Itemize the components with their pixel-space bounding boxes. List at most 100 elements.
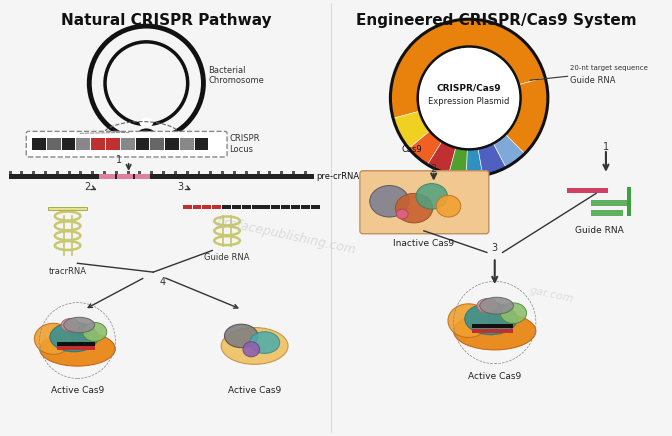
- Bar: [47, 138, 60, 150]
- Bar: [151, 138, 164, 150]
- Bar: [62, 138, 75, 150]
- Bar: [151, 171, 153, 174]
- Ellipse shape: [480, 297, 513, 314]
- Bar: [103, 171, 106, 174]
- Text: 4: 4: [160, 277, 166, 287]
- Bar: [180, 138, 194, 150]
- Wedge shape: [409, 131, 442, 165]
- Text: Active Cas9: Active Cas9: [468, 371, 521, 381]
- Text: Engineered CRISPR/Cas9 System: Engineered CRISPR/Cas9 System: [356, 14, 637, 28]
- Bar: [20, 171, 24, 174]
- Bar: [566, 188, 608, 194]
- Ellipse shape: [34, 324, 73, 354]
- Ellipse shape: [50, 323, 98, 352]
- Bar: [121, 138, 134, 150]
- Bar: [106, 138, 120, 150]
- Bar: [56, 171, 58, 174]
- Ellipse shape: [416, 184, 448, 209]
- Wedge shape: [449, 147, 467, 177]
- Bar: [626, 187, 630, 216]
- Bar: [221, 171, 224, 174]
- Bar: [91, 138, 105, 150]
- Bar: [261, 205, 270, 209]
- Ellipse shape: [477, 299, 497, 313]
- Bar: [280, 171, 283, 174]
- Ellipse shape: [138, 129, 155, 140]
- Bar: [185, 171, 189, 174]
- Bar: [198, 171, 200, 174]
- Ellipse shape: [249, 332, 280, 354]
- Ellipse shape: [454, 313, 536, 350]
- Circle shape: [419, 48, 519, 148]
- Bar: [268, 171, 271, 174]
- Text: pre-crRNA: pre-crRNA: [317, 172, 360, 181]
- Wedge shape: [505, 78, 548, 153]
- Text: tracrRNA: tracrRNA: [48, 267, 87, 276]
- Bar: [134, 174, 151, 179]
- Text: CRISPR/Cas9: CRISPR/Cas9: [437, 84, 501, 92]
- Bar: [174, 171, 177, 174]
- Text: Guide RNA: Guide RNA: [570, 76, 615, 85]
- Wedge shape: [390, 19, 545, 118]
- Bar: [242, 205, 251, 209]
- Ellipse shape: [224, 324, 258, 347]
- Ellipse shape: [61, 318, 80, 331]
- Bar: [245, 171, 248, 174]
- Ellipse shape: [395, 194, 433, 223]
- Ellipse shape: [370, 186, 409, 217]
- FancyBboxPatch shape: [26, 131, 227, 157]
- Text: Active Cas9: Active Cas9: [228, 386, 281, 395]
- Bar: [210, 171, 212, 174]
- Bar: [291, 205, 300, 209]
- Text: Bacterial
Chromosome: Bacterial Chromosome: [208, 65, 264, 85]
- Wedge shape: [493, 134, 525, 167]
- Bar: [310, 205, 320, 209]
- Ellipse shape: [140, 118, 153, 127]
- Text: 1: 1: [116, 155, 122, 165]
- Text: Natural CRISPR Pathway: Natural CRISPR Pathway: [60, 14, 271, 28]
- Bar: [32, 171, 35, 174]
- Bar: [91, 171, 94, 174]
- Bar: [126, 171, 130, 174]
- Ellipse shape: [83, 323, 107, 341]
- Bar: [136, 138, 149, 150]
- Bar: [9, 171, 11, 174]
- Text: prefacepublishing.com: prefacepublishing.com: [215, 215, 357, 257]
- Bar: [162, 171, 165, 174]
- Text: 2: 2: [84, 181, 91, 191]
- Text: gar.com: gar.com: [529, 285, 575, 304]
- Bar: [591, 210, 623, 216]
- Text: Guide RNA: Guide RNA: [204, 253, 250, 262]
- Bar: [271, 205, 280, 209]
- Bar: [79, 171, 83, 174]
- Bar: [44, 171, 47, 174]
- Bar: [57, 346, 95, 350]
- Ellipse shape: [64, 317, 95, 333]
- Bar: [472, 324, 513, 328]
- Text: Cas9: Cas9: [402, 145, 423, 153]
- Text: 1: 1: [603, 142, 609, 152]
- Bar: [251, 205, 261, 209]
- Ellipse shape: [396, 209, 408, 219]
- Bar: [257, 171, 259, 174]
- Ellipse shape: [448, 304, 489, 337]
- Ellipse shape: [40, 332, 116, 366]
- Ellipse shape: [501, 303, 527, 324]
- Wedge shape: [393, 111, 430, 149]
- Bar: [232, 205, 241, 209]
- Wedge shape: [466, 148, 482, 177]
- Bar: [292, 171, 295, 174]
- Bar: [165, 138, 179, 150]
- Bar: [115, 171, 118, 174]
- Text: Guide RNA: Guide RNA: [575, 226, 624, 235]
- Text: 2: 2: [431, 164, 437, 174]
- Bar: [32, 138, 46, 150]
- Ellipse shape: [221, 327, 288, 364]
- Bar: [9, 174, 314, 179]
- Bar: [57, 342, 95, 346]
- Bar: [183, 205, 192, 209]
- Text: 3: 3: [492, 242, 498, 252]
- Bar: [195, 138, 208, 150]
- Bar: [99, 174, 115, 179]
- Bar: [222, 205, 231, 209]
